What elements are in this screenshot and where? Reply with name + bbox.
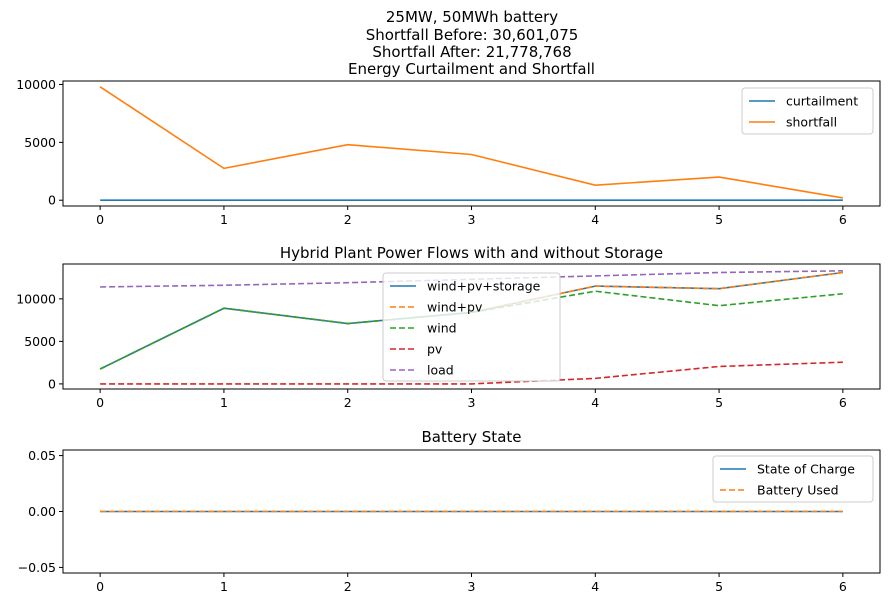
x-tick-label: 4 (591, 579, 599, 594)
y-tick-label: 0 (48, 193, 56, 208)
x-tick-label: 4 (591, 395, 599, 410)
y-tick-label: −0.05 (18, 560, 56, 575)
figure-title-line-2: Shortfall Before: 30,601,075 (366, 26, 579, 44)
hybrid-power-flows-chart: Hybrid Plant Power Flows with and withou… (16, 244, 881, 410)
figure-title-line-1: 25MW, 50MWh battery (386, 8, 558, 26)
y-tick-label: 5000 (24, 135, 56, 150)
x-tick-label: 6 (839, 212, 847, 227)
legend-label: State of Charge (757, 462, 855, 477)
axes-title: Hybrid Plant Power Flows with and withou… (280, 244, 663, 262)
x-tick-label: 4 (591, 212, 599, 227)
axes-title: Battery State (422, 428, 522, 446)
legend-label: load (427, 363, 454, 378)
figure-title-line-3: Shortfall After: 21,778,768 (372, 43, 571, 61)
legend-label: wind+pv (427, 300, 483, 315)
x-tick-label: 3 (468, 579, 476, 594)
x-tick-label: 1 (220, 579, 228, 594)
x-tick-label: 2 (344, 212, 352, 227)
x-tick-label: 5 (715, 579, 723, 594)
x-tick-label: 3 (468, 395, 476, 410)
x-tick-label: 5 (715, 395, 723, 410)
legend-label: pv (427, 342, 443, 357)
x-tick-label: 2 (344, 395, 352, 410)
x-tick-label: 2 (344, 579, 352, 594)
x-tick-label: 5 (715, 212, 723, 227)
series-line-wind (99, 290, 843, 370)
legend-box (712, 455, 874, 503)
x-tick-label: 0 (96, 395, 104, 410)
legend-label: curtailment (786, 94, 858, 109)
x-tick-label: 0 (96, 212, 104, 227)
battery-state-chart: Battery State 0 1 2 3 4 5 6 −0.05 0.00 0.05 State o… (18, 428, 881, 594)
y-tick-label: 0 (48, 376, 56, 391)
x-tick-label: 1 (220, 395, 228, 410)
series-line-shortfall (99, 86, 843, 199)
legend-label: Battery Used (757, 483, 839, 498)
x-tick-label: 1 (220, 212, 228, 227)
y-tick-label: 0.05 (28, 448, 56, 463)
legend: State of Charge Battery Used (712, 455, 874, 503)
legend-box (382, 272, 561, 382)
x-tick-label: 6 (839, 395, 847, 410)
legend-label: shortfall (786, 115, 837, 130)
x-tick-label: 3 (468, 212, 476, 227)
legend-label: wind (427, 321, 457, 336)
y-tick-label: 10000 (16, 77, 56, 92)
legend: curtailment shortfall (741, 87, 874, 135)
energy-curtailment-shortfall-chart: Energy Curtailment and Shortfall 0 1 2 3 4 5 6 0… (16, 60, 881, 227)
y-tick-label: 5000 (24, 334, 56, 349)
legend: wind+pv+storage wind+pv wind pv load (382, 272, 561, 382)
legend-label: wind+pv+storage (427, 279, 541, 294)
y-tick-label: 0.00 (28, 504, 56, 519)
series-line-pv (100, 361, 843, 385)
axes-title: Energy Curtailment and Shortfall (348, 60, 595, 78)
x-tick-label: 6 (839, 579, 847, 594)
x-tick-label: 0 (96, 579, 104, 594)
y-tick-label: 10000 (16, 291, 56, 306)
